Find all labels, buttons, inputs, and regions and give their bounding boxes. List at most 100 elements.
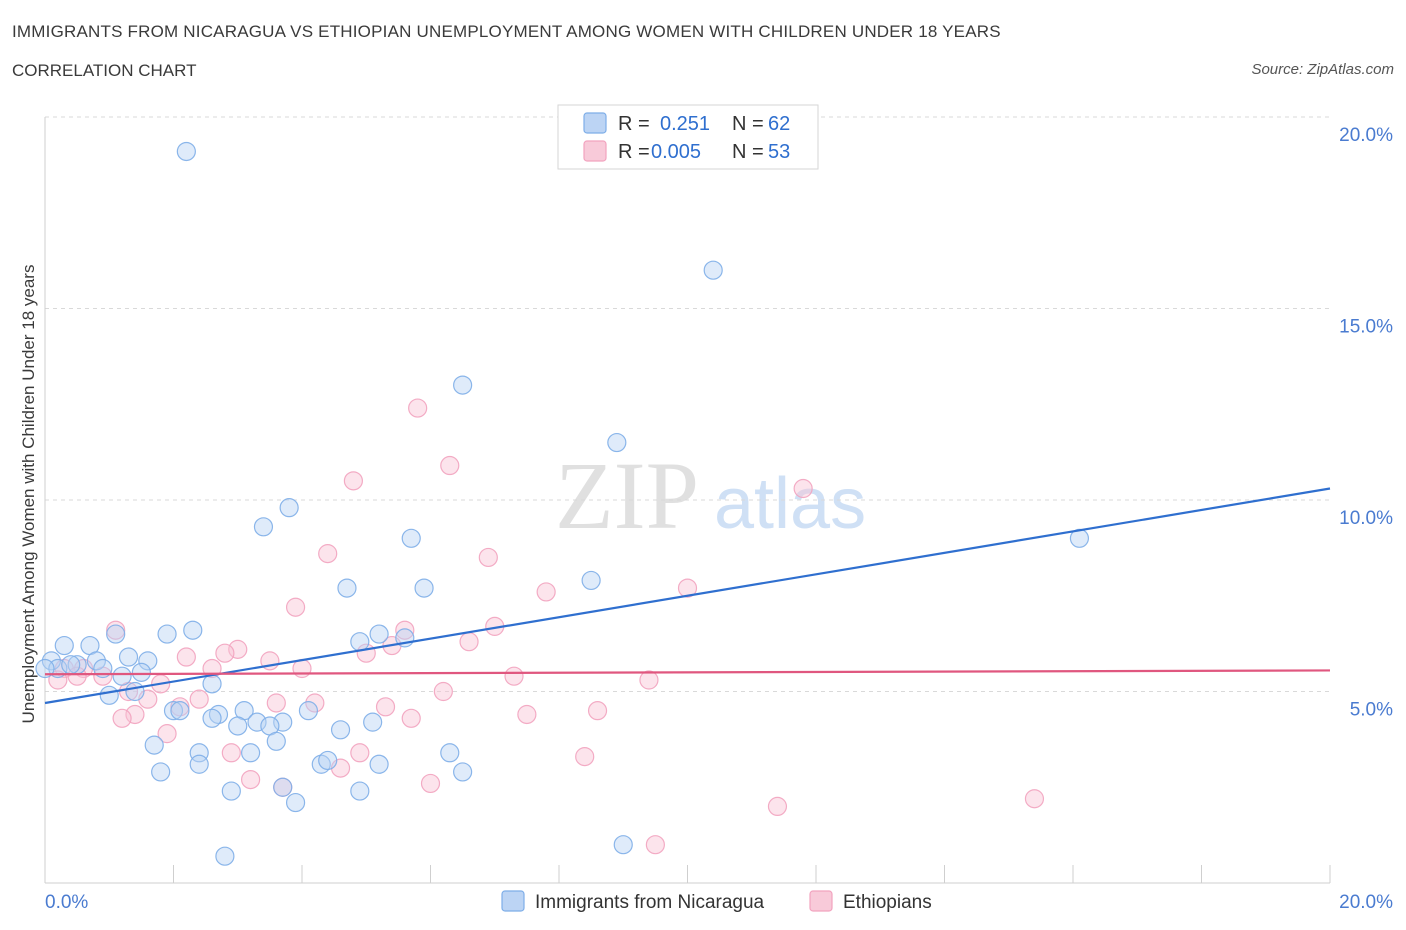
legend-r-value-1: 0.251: [660, 113, 710, 135]
bottom-legend-swatch-nicaragua: [501, 890, 525, 912]
scatter-point: [375, 697, 396, 717]
scatter-point: [144, 735, 164, 755]
scatter-point: [677, 578, 698, 598]
scatter-point: [228, 639, 248, 659]
scatter-point: [176, 141, 196, 162]
scatter-point: [350, 743, 370, 763]
scatter-point: [247, 712, 267, 732]
scatter-point: [266, 731, 286, 751]
scatter-point: [41, 651, 62, 671]
scatter-point: [607, 432, 627, 453]
legend-n-value-2: 53: [768, 141, 790, 163]
scatter-point: [125, 704, 145, 725]
scatter-point: [241, 743, 261, 763]
scatter-point: [170, 701, 190, 721]
scatter-point: [125, 681, 145, 702]
legend-swatch-ethiopians: [583, 140, 607, 162]
scatter-point: [215, 846, 235, 866]
scatter-point: [189, 743, 209, 763]
scatter-point: [318, 544, 338, 564]
scatter-point: [453, 762, 473, 782]
scatter-point: [639, 670, 659, 690]
scatter-point: [363, 712, 383, 732]
scatter-point: [433, 681, 453, 702]
source-label: Source: ZipAtlas.com: [1251, 61, 1394, 78]
scatter-point: [138, 651, 158, 671]
scatter-point: [273, 712, 293, 732]
scatter-point: [395, 620, 415, 640]
scatter-point: [279, 498, 299, 518]
x-tick-labels: 0.0% 20.0%: [45, 892, 1393, 913]
scatter-point: [215, 643, 235, 663]
scatter-point: [202, 674, 222, 694]
scatter-point: [189, 689, 209, 709]
scatter-point: [613, 835, 633, 855]
correlation-legend: R = 0.251 N = 62 R = 0.005 N = 53: [557, 104, 819, 170]
scatter-point: [587, 701, 608, 721]
scatter-point: [163, 701, 184, 721]
scatter-point: [67, 666, 87, 686]
scatter-point: [221, 743, 241, 763]
watermark: ZIP atlas: [555, 442, 866, 549]
scatter-point: [176, 647, 196, 667]
scatter-point: [285, 792, 306, 813]
legend-r-value-2: 0.005: [651, 141, 701, 163]
scatter-point: [157, 624, 177, 644]
scatter-point: [266, 693, 286, 713]
scatter-point: [536, 582, 556, 602]
scatter-point: [112, 708, 132, 728]
scatter-point: [369, 754, 389, 774]
scatter-point: [221, 781, 241, 801]
scatter-point: [273, 777, 293, 797]
scatter-point: [645, 835, 665, 855]
scatter-point: [793, 478, 813, 499]
scatter-point: [131, 662, 151, 682]
scatter-point: [112, 666, 132, 686]
legend-n-label-2: N =: [732, 141, 764, 163]
y-tick-label: 20.0%: [1339, 125, 1393, 146]
y-tick-labels: 5.0% 10.0% 15.0% 20.0%: [1339, 125, 1393, 721]
scatter-point: [478, 547, 498, 568]
bottom-legend-swatch-ethiopians: [809, 890, 833, 912]
scatter-point: [350, 632, 370, 652]
scatter-point: [202, 708, 222, 728]
scatter-point: [241, 769, 261, 790]
y-axis-label: Unemployment Among Women with Children U…: [19, 265, 38, 724]
bottom-legend-label-nicaragua: Immigrants from Nicaragua: [535, 892, 765, 913]
scatter-point: [767, 796, 788, 817]
trend-line-nicaragua: [44, 487, 1331, 705]
scatter-point: [414, 578, 434, 598]
axes: [44, 117, 1331, 884]
scatter-point: [401, 708, 421, 728]
scatter-point: [61, 655, 81, 675]
scatter-point: [401, 528, 421, 548]
chart-title: IMMIGRANTS FROM NICARAGUA VS ETHIOPIAN U…: [12, 22, 1001, 41]
scatter-point: [440, 743, 460, 763]
series-legend: Immigrants from Nicaragua Ethiopians: [501, 890, 932, 913]
scatter-point: [459, 632, 479, 652]
scatter-point: [581, 570, 601, 591]
scatter-point: [298, 701, 319, 721]
scatter-point: [54, 635, 74, 656]
scatter-point: [48, 670, 68, 690]
scatter-point: [228, 716, 248, 736]
scatter-point: [343, 471, 363, 491]
grid-lines: [45, 116, 1330, 692]
scatter-point: [99, 685, 119, 705]
trend-line-ethiopians: [44, 669, 1331, 676]
scatter-point: [703, 260, 723, 280]
ethiopians-points: [48, 398, 1045, 855]
scatter-point: [408, 398, 428, 418]
chart-subtitle: CORRELATION CHART: [12, 61, 197, 80]
scatter-point: [369, 624, 389, 644]
scatter-point: [285, 597, 306, 617]
legend-swatch-nicaragua: [583, 112, 607, 134]
bottom-legend-label-ethiopians: Ethiopians: [843, 892, 932, 913]
scatter-point: [453, 375, 473, 395]
legend-n-value-1: 62: [768, 113, 790, 135]
scatter-point: [504, 666, 524, 686]
scatter-point: [118, 647, 139, 667]
y-tick-label: 15.0%: [1339, 317, 1393, 338]
legend-r-label-2: R =: [618, 141, 650, 163]
watermark-atlas: atlas: [714, 464, 866, 544]
